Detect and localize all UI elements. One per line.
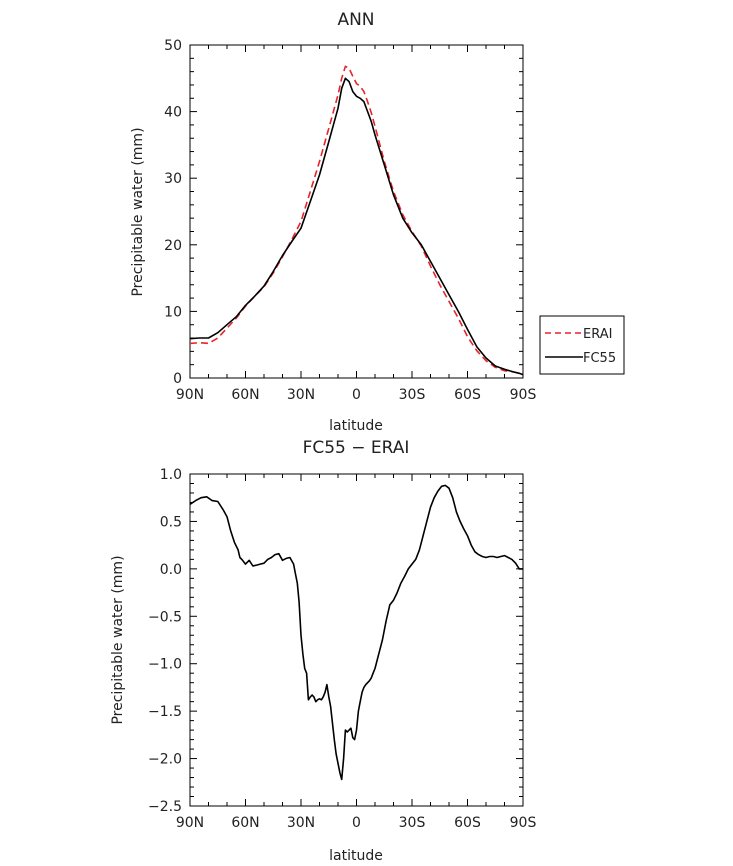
y-tick-label: −2.0 [148, 752, 182, 768]
y-tick-label: 50 [164, 38, 182, 54]
top-plot-area: 90N 60N 30N 0 30S 60S 90S 0 10 20 30 40 50 [164, 38, 536, 403]
x-tick-label: 90S [510, 815, 537, 831]
x-tick-label: 30N [287, 387, 315, 403]
top-x-axis-label: latitude [329, 418, 383, 434]
series-line-fc55 [189, 77, 524, 376]
top-panel: ANN 90N 60N 30N 0 30S 60S 90S 0 10 20 30 40 50 latit… [130, 10, 625, 434]
y-tick-label: 40 [164, 105, 182, 121]
bottom-chart-title: FC55 − ERAI [303, 438, 410, 458]
bottom-x-axis-label: latitude [329, 848, 383, 864]
x-tick-label: 90S [510, 387, 537, 403]
legend-label-fc55: FC55 [583, 351, 616, 366]
legend-label-erai: ERAI [583, 327, 612, 342]
x-tick-label: 0 [352, 815, 361, 831]
series-line-difference-0 [189, 484, 523, 781]
bottom-panel: FC55 − ERAI 90N 60N 30N 0 30S 60S 90S 1.0 0.5 0.0… [110, 438, 536, 864]
bottom-y-axis-label: Precipitable water (mm) [110, 555, 126, 724]
x-tick-label: 60S [454, 815, 481, 831]
x-tick-label: 30S [399, 387, 426, 403]
x-tick-label: 90N [176, 387, 204, 403]
y-tick-label: 20 [164, 238, 182, 254]
y-tick-label: 10 [164, 304, 182, 320]
x-tick-label: 60N [231, 815, 259, 831]
y-tick-label: −1.5 [148, 704, 182, 720]
top-y-axis-label: Precipitable water (mm) [130, 127, 146, 296]
x-tick-label: 30N [287, 815, 315, 831]
x-tick-label: 60N [231, 387, 259, 403]
legend: ERAI FC55 [539, 315, 625, 375]
y-tick-label: 0.0 [160, 562, 182, 578]
legend-box [539, 315, 625, 375]
bottom-plot-area: 90N 60N 30N 0 30S 60S 90S 1.0 0.5 0.0 −0.5 −1.0 −1.5… [148, 467, 536, 831]
series-line-erai [189, 65, 524, 375]
x-tick-label: 30S [399, 815, 426, 831]
y-tick-label: −1.0 [148, 657, 182, 673]
top-chart-title: ANN [337, 10, 374, 30]
x-tick-label: 0 [352, 387, 361, 403]
y-tick-label: 1.0 [160, 467, 182, 483]
x-tick-label: 60S [454, 387, 481, 403]
y-tick-label: 0 [173, 371, 182, 387]
y-tick-label: 30 [164, 171, 182, 187]
y-tick-label: 0.5 [160, 514, 182, 530]
y-tick-label: −0.5 [148, 609, 182, 625]
plot-frame [189, 473, 524, 807]
y-tick-label: −2.5 [148, 799, 182, 815]
plot-frame [189, 44, 524, 379]
x-tick-label: 90N [176, 815, 204, 831]
